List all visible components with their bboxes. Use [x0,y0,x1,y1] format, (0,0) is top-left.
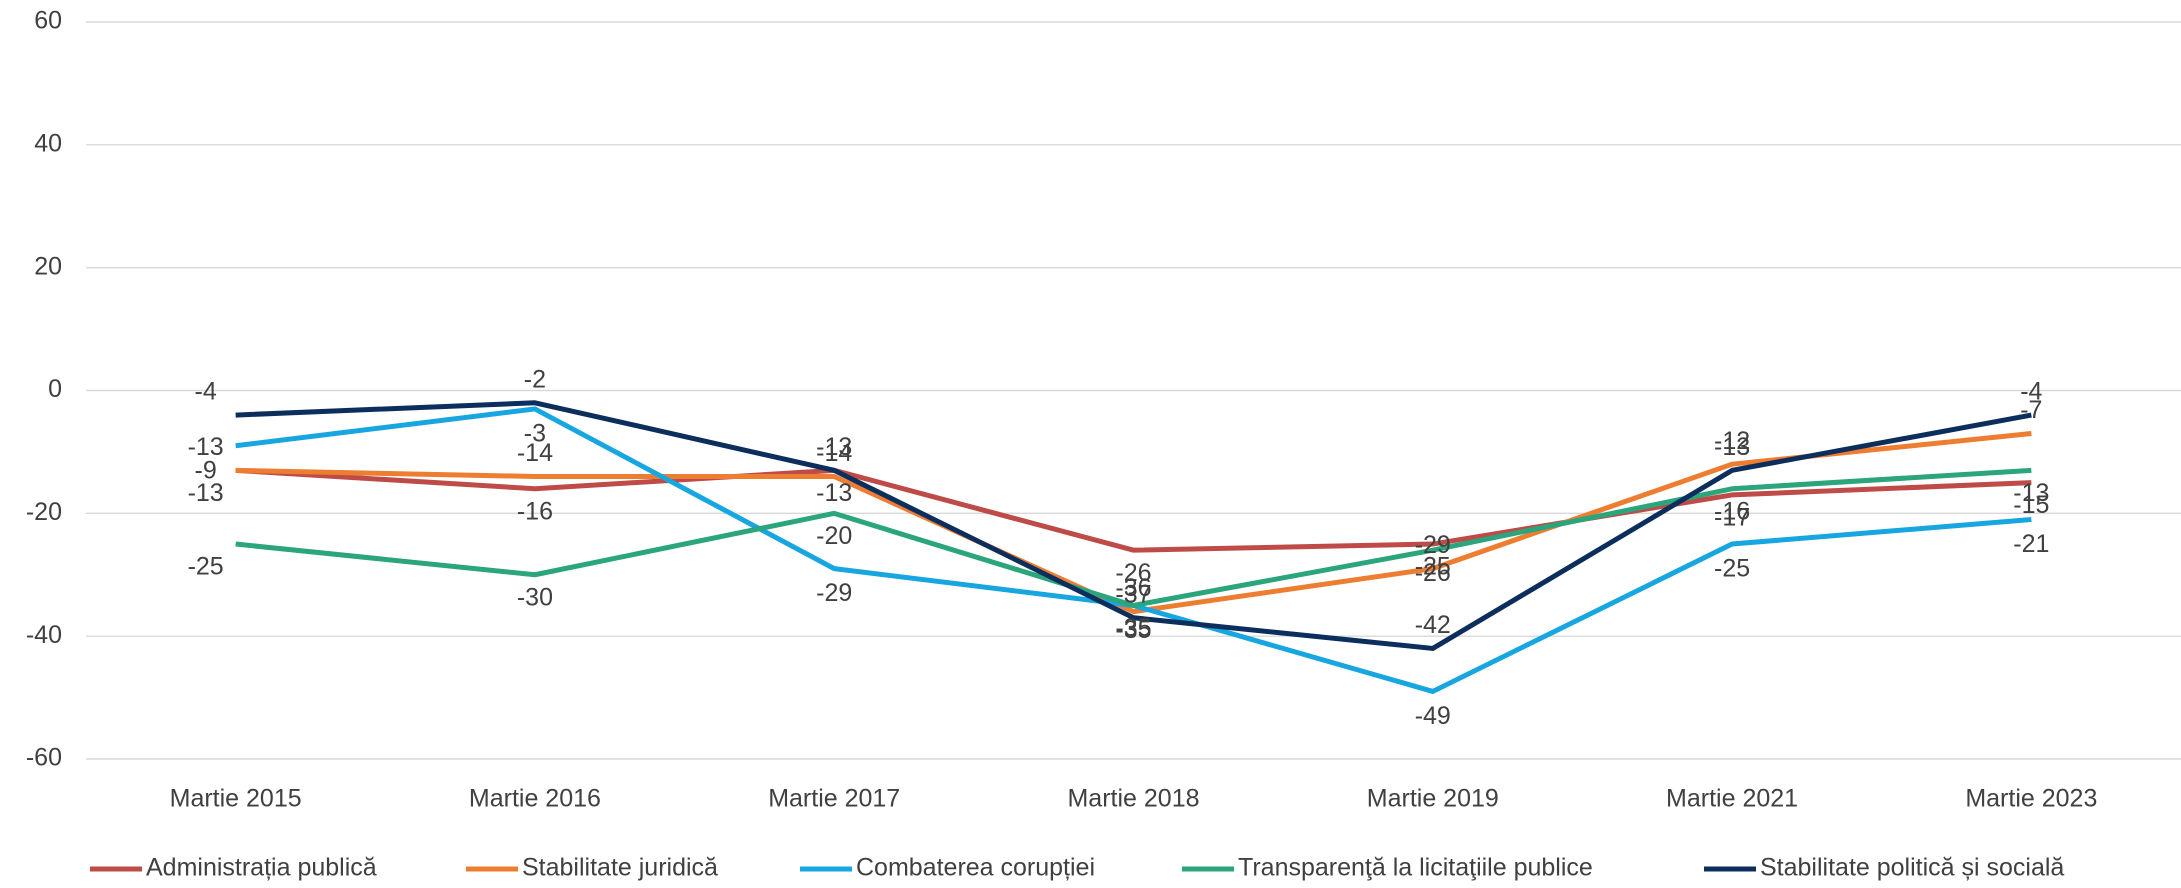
x-tick-label: Martie 2015 [170,785,302,813]
legend-label: Transparenţă la licitaţiile publice [1238,854,1593,882]
y-tick-label: -40 [26,621,62,649]
legend-label: Combaterea corupției [856,854,1095,882]
data-label: -13 [816,433,852,461]
data-label: -25 [188,553,224,581]
y-tick-label: 40 [34,129,62,157]
legend-label: Stabilitate juridică [522,854,718,882]
legend-label: Stabilitate politică și socială [1760,854,2064,882]
data-label: -26 [1115,559,1151,587]
data-label: -13 [2013,479,2049,507]
data-label: -14 [517,439,553,467]
x-tick-label: Martie 2018 [1067,785,1199,813]
legend-label: Administrația publică [146,854,377,882]
data-label: -29 [816,579,852,607]
x-tick-label: Martie 2016 [469,785,601,813]
data-label: -3 [524,420,546,448]
data-label: -13 [1714,433,1750,461]
data-label: -13 [188,433,224,461]
y-tick-label: -20 [26,498,62,526]
data-label: -15 [2013,491,2049,519]
data-label: -36 [1115,574,1151,602]
y-tick-label: 20 [34,252,62,280]
series-line [235,467,2032,608]
data-label: -9 [195,456,217,484]
x-tick-label: Martie 2021 [1666,785,1798,813]
data-label: -35 [1115,616,1151,644]
x-tick-label: Martie 2017 [768,785,900,813]
data-label: -29 [1415,531,1451,559]
series-line [235,431,2032,615]
data-label: -25 [1714,555,1750,583]
data-label: -13 [816,479,852,507]
data-label: -4 [2020,378,2042,406]
data-label: -4 [195,378,217,406]
data-label: -25 [1415,553,1451,581]
data-label: -13 [188,479,224,507]
y-tick-label: 60 [34,7,62,35]
data-label: -2 [524,365,546,393]
data-label: -16 [1714,497,1750,525]
x-tick-label: Martie 2019 [1367,785,1499,813]
y-tick-label: -60 [26,744,62,772]
data-label: -30 [517,583,553,611]
data-label: -12 [1714,427,1750,455]
series-line [235,467,2032,553]
data-label: -14 [816,439,852,467]
data-label: -49 [1415,702,1451,730]
data-label: -42 [1415,611,1451,639]
data-label: -21 [2013,530,2049,558]
data-label: -26 [1415,559,1451,587]
data-label: -20 [816,522,852,550]
data-label: -37 [1115,580,1151,608]
data-label: -35 [1115,614,1151,642]
series-line [235,400,2032,651]
data-label: -7 [2020,396,2042,424]
y-tick-label: 0 [48,375,62,403]
x-tick-label: Martie 2023 [1965,785,2097,813]
data-label: -16 [517,497,553,525]
data-label: -17 [1714,504,1750,532]
